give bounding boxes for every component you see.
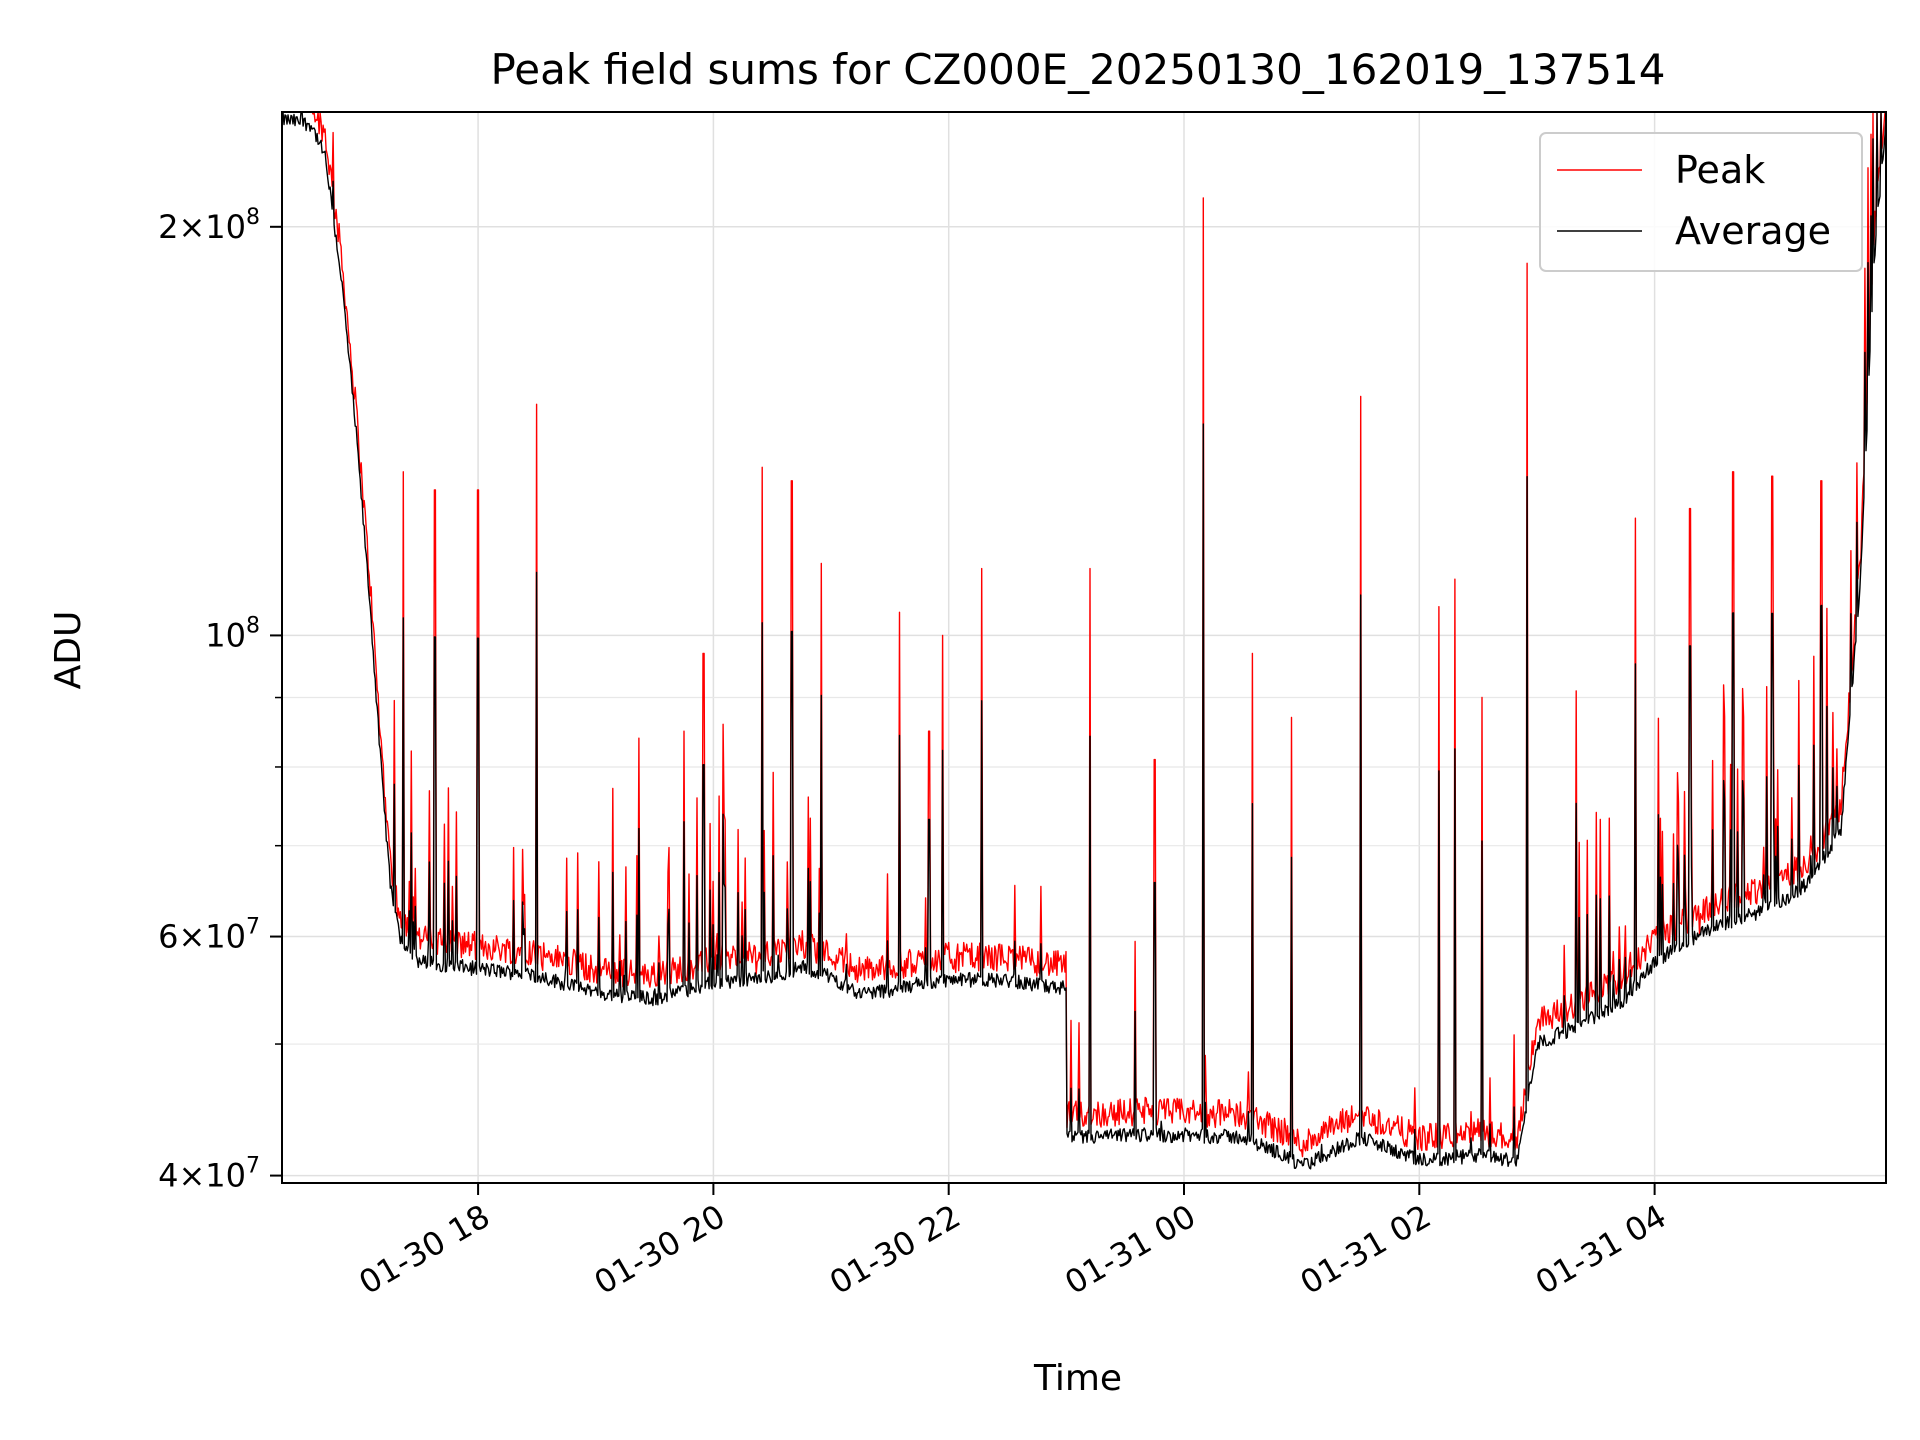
x-axis-label: Time (1033, 1358, 1122, 1399)
legend-box (1539, 132, 1863, 272)
y-tick-label: 2×108 (158, 205, 260, 246)
y-tick-label: 6×107 (158, 915, 260, 956)
legend: Peak Average (1539, 132, 1863, 272)
legend-label-average: Average (1675, 209, 1831, 253)
plot-series (281, 111, 1887, 1170)
chart-title: Peak field sums for CZ000E_20250130_1620… (490, 45, 1665, 94)
y-tick-label: 4×107 (158, 1154, 260, 1195)
y-tick-label: 108 (205, 613, 260, 654)
legend-label-peak: Peak (1675, 148, 1765, 192)
plot-frame (281, 111, 1887, 1184)
y-axis-label: ADU (48, 611, 89, 690)
series-line-average (281, 111, 1887, 1170)
